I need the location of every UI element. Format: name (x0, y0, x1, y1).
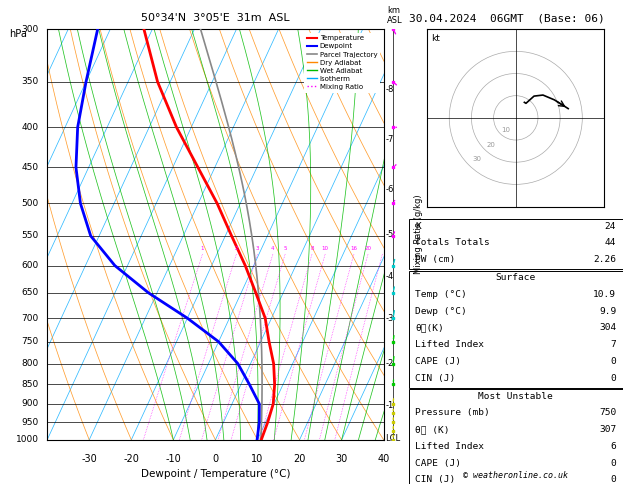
Text: 6: 6 (611, 442, 616, 451)
Text: © weatheronline.co.uk: © weatheronline.co.uk (464, 470, 568, 480)
Text: -8: -8 (386, 85, 394, 94)
Text: 350: 350 (21, 77, 39, 86)
Text: 8: 8 (310, 246, 314, 251)
Text: 2: 2 (235, 246, 238, 251)
Text: 30.04.2024  06GMT  (Base: 06): 30.04.2024 06GMT (Base: 06) (409, 14, 604, 24)
Text: 20: 20 (365, 246, 372, 251)
Text: 1: 1 (201, 246, 204, 251)
Text: 750: 750 (21, 337, 39, 346)
Text: 304: 304 (599, 323, 616, 332)
Text: -10: -10 (165, 454, 181, 464)
Text: 10: 10 (321, 246, 329, 251)
Text: 3: 3 (255, 246, 259, 251)
Text: Dewp (°C): Dewp (°C) (415, 307, 467, 316)
Text: 4: 4 (271, 246, 275, 251)
Text: 400: 400 (21, 123, 39, 132)
Text: PW (cm): PW (cm) (415, 255, 455, 264)
Bar (409, 389, 623, 486)
Text: 500: 500 (21, 199, 39, 208)
Text: CAPE (J): CAPE (J) (415, 357, 461, 366)
Text: Most Unstable: Most Unstable (479, 392, 553, 400)
Text: Pressure (mb): Pressure (mb) (415, 408, 490, 417)
Text: Surface: Surface (496, 273, 536, 282)
Text: 700: 700 (21, 313, 39, 323)
Text: 300: 300 (21, 25, 39, 34)
Text: -3: -3 (386, 313, 394, 323)
Text: 10: 10 (252, 454, 264, 464)
Text: Dewpoint / Temperature (°C): Dewpoint / Temperature (°C) (141, 469, 290, 479)
Text: 307: 307 (599, 425, 616, 434)
Text: km
ASL: km ASL (387, 6, 403, 25)
Text: 9.9: 9.9 (599, 307, 616, 316)
Text: 5: 5 (284, 246, 287, 251)
Text: 20: 20 (293, 454, 306, 464)
Text: CIN (J): CIN (J) (415, 475, 455, 484)
Text: -2: -2 (386, 359, 394, 368)
Text: 0: 0 (611, 475, 616, 484)
Text: 10.9: 10.9 (593, 290, 616, 299)
Text: 650: 650 (21, 288, 39, 297)
Text: 24: 24 (605, 222, 616, 231)
Text: -1: -1 (386, 401, 394, 410)
Text: Temp (°C): Temp (°C) (415, 290, 467, 299)
Text: 7: 7 (611, 340, 616, 349)
Text: 900: 900 (21, 399, 39, 408)
Text: 0: 0 (611, 459, 616, 468)
Text: 0: 0 (213, 454, 218, 464)
Text: 600: 600 (21, 261, 39, 270)
Text: 44: 44 (605, 239, 616, 247)
Text: 0: 0 (611, 357, 616, 366)
Text: CIN (J): CIN (J) (415, 374, 455, 382)
Legend: Temperature, Dewpoint, Parcel Trajectory, Dry Adiabat, Wet Adiabat, Isotherm, Mi: Temperature, Dewpoint, Parcel Trajectory… (304, 33, 380, 93)
Text: Totals Totals: Totals Totals (415, 239, 490, 247)
Text: 20: 20 (487, 142, 496, 148)
Text: 30: 30 (335, 454, 348, 464)
Text: -5: -5 (386, 230, 394, 239)
Text: 10: 10 (501, 127, 510, 133)
Text: 30: 30 (472, 156, 482, 162)
Text: Lifted Index: Lifted Index (415, 442, 484, 451)
Text: 450: 450 (21, 163, 39, 172)
Text: 0: 0 (611, 374, 616, 382)
Text: 550: 550 (21, 231, 39, 241)
Text: hPa: hPa (9, 29, 27, 39)
Text: -20: -20 (123, 454, 139, 464)
Text: 16: 16 (350, 246, 357, 251)
Text: 800: 800 (21, 359, 39, 368)
Bar (409, 271, 623, 388)
Text: Lifted Index: Lifted Index (415, 340, 484, 349)
Text: 850: 850 (21, 380, 39, 389)
Text: 40: 40 (377, 454, 390, 464)
Text: -7: -7 (386, 135, 394, 144)
Text: 750: 750 (599, 408, 616, 417)
Text: -6: -6 (386, 185, 394, 194)
Text: 2.26: 2.26 (593, 255, 616, 264)
Text: 1000: 1000 (16, 435, 39, 444)
Bar (409, 219, 623, 269)
Text: Mixing Ratio (g/kg): Mixing Ratio (g/kg) (414, 195, 423, 274)
Text: kt: kt (431, 35, 440, 43)
Text: θᴇ (K): θᴇ (K) (415, 425, 450, 434)
Text: 950: 950 (21, 418, 39, 427)
Text: K: K (415, 222, 421, 231)
Text: -30: -30 (81, 454, 97, 464)
Text: LCL: LCL (386, 434, 401, 443)
Text: CAPE (J): CAPE (J) (415, 459, 461, 468)
Text: θᴇ(K): θᴇ(K) (415, 323, 444, 332)
Text: -4: -4 (386, 272, 394, 281)
Text: 50°34'N  3°05'E  31m  ASL: 50°34'N 3°05'E 31m ASL (141, 13, 290, 23)
